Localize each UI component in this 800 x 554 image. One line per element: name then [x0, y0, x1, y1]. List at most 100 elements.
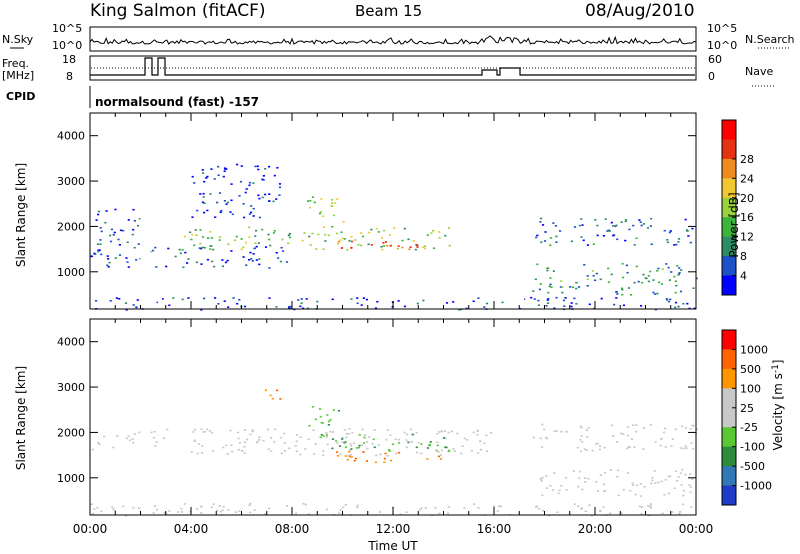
heatmap-cell [676, 265, 679, 267]
heatmap-cell [689, 486, 692, 488]
heatmap-cell [570, 240, 573, 243]
heatmap-cell [677, 476, 680, 478]
heatmap-cell [201, 236, 205, 238]
heatmap-cell [295, 440, 298, 443]
heatmap-cell [308, 235, 311, 238]
heatmap-cell [189, 231, 192, 234]
heatmap-cell [118, 254, 122, 256]
heatmap-cell [329, 418, 332, 421]
heatmap-cell [283, 442, 286, 444]
heatmap-cell [533, 298, 536, 300]
heatmap-cell [432, 247, 436, 249]
heatmap-cell [299, 305, 302, 308]
heatmap-cell [136, 299, 139, 301]
velocity-colorbar-label-exponent: -1 [771, 364, 781, 373]
heatmap-cell [223, 170, 226, 172]
heatmap-cell [213, 265, 216, 268]
heatmap-cell [196, 452, 199, 455]
heatmap-cell [317, 233, 320, 236]
heatmap-cell [627, 287, 631, 289]
heatmap-cell [419, 508, 422, 511]
heatmap-cell [581, 507, 584, 510]
heatmap-cell [331, 447, 334, 450]
heatmap-cell [485, 302, 489, 305]
heatmap-cell [240, 165, 243, 167]
xlabel: Time UT [367, 539, 418, 553]
xtick-label: 04:00 [174, 522, 209, 536]
heatmap-cell [254, 242, 257, 244]
heatmap-cell [225, 203, 228, 205]
nsearch-label: N.Search [745, 33, 795, 46]
heatmap-cell [423, 247, 427, 250]
heatmap-cell [201, 246, 204, 249]
heatmap-cell [224, 261, 228, 264]
heatmap-cell [415, 431, 418, 434]
heatmap-cell [654, 441, 657, 443]
heatmap-cell [680, 484, 683, 486]
heatmap-cell [312, 406, 315, 408]
heatmap-cell [552, 222, 555, 224]
heatmap-cell [430, 232, 433, 234]
heatmap-cell [300, 298, 303, 300]
heatmap-cell [319, 408, 322, 410]
heatmap-cell [620, 432, 623, 435]
heatmap-cell [383, 457, 386, 460]
data-gap [140, 114, 151, 308]
heatmap-cell [586, 278, 589, 281]
heatmap-cell [551, 489, 554, 491]
heatmap-cell [131, 438, 134, 440]
heatmap-cell [644, 277, 647, 279]
heatmap-cell [340, 247, 344, 249]
heatmap-cell [258, 439, 261, 441]
heatmap-cell [161, 298, 164, 300]
heatmap-cell [325, 432, 328, 434]
heatmap-cell [238, 195, 241, 197]
colorbar-swatch [722, 217, 736, 238]
ytick-label: 4000 [57, 130, 85, 143]
heatmap-cell [393, 227, 396, 229]
heatmap-cell [335, 232, 339, 235]
heatmap-cell [201, 201, 204, 204]
heatmap-cell [203, 180, 206, 183]
heatmap-cell [630, 438, 634, 440]
heatmap-cell [131, 233, 134, 236]
heatmap-cell [248, 184, 251, 187]
heatmap-cell [248, 181, 252, 184]
heatmap-cell [273, 440, 276, 443]
heatmap-cell [248, 236, 251, 238]
heatmap-cell [560, 485, 563, 487]
heatmap-cell [632, 484, 635, 486]
heatmap-cell [361, 235, 365, 238]
heatmap-cell [384, 452, 387, 455]
heatmap-cell [337, 409, 340, 412]
heatmap-cell [386, 244, 389, 247]
heatmap-cell [325, 508, 329, 511]
heatmap-cell [225, 168, 228, 170]
heatmap-cell [322, 248, 325, 250]
data-gap [158, 114, 162, 308]
heatmap-cell [320, 198, 323, 200]
heatmap-cell [195, 261, 198, 264]
heatmap-cell [209, 245, 212, 247]
heatmap-cell [678, 267, 681, 269]
heatmap-cell [124, 302, 128, 304]
heatmap-cell [230, 250, 233, 252]
heatmap-cell [607, 281, 610, 283]
heatmap-cell [97, 441, 100, 444]
heatmap-cell [264, 513, 267, 515]
heatmap-cell [349, 453, 352, 456]
heatmap-cell [324, 240, 327, 242]
heatmap-cell [496, 510, 499, 512]
heatmap-cell [609, 469, 612, 471]
heatmap-cell [577, 505, 580, 508]
heatmap-cell [546, 299, 549, 301]
heatmap-cell [232, 297, 235, 299]
heatmap-cell [541, 423, 544, 426]
heatmap-cell [128, 439, 131, 442]
heatmap-cell [138, 431, 141, 434]
heatmap-cell [127, 435, 130, 437]
heatmap-cell [453, 450, 456, 452]
heatmap-cell [125, 515, 128, 517]
heatmap-cell [243, 445, 246, 448]
ytick-label: 3000 [57, 175, 85, 188]
